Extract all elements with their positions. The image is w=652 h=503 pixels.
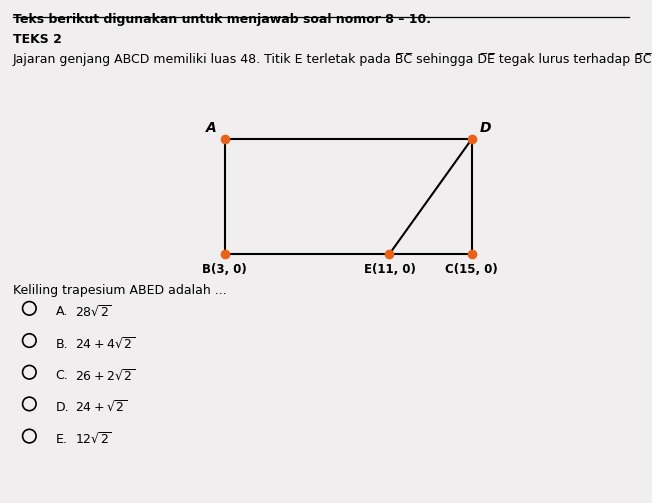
- Text: E.: E.: [55, 433, 67, 446]
- Text: $28\sqrt{2}$: $28\sqrt{2}$: [75, 304, 112, 319]
- Text: Jajaran genjang ABCD memiliki luas 48. Titik E terletak pada B̅C̅ sehingga D̅E̅ : Jajaran genjang ABCD memiliki luas 48. T…: [13, 53, 652, 66]
- Text: C.: C.: [55, 369, 68, 382]
- Text: A: A: [206, 121, 216, 135]
- Text: B(3, 0): B(3, 0): [202, 264, 247, 277]
- Text: $12\sqrt{2}$: $12\sqrt{2}$: [75, 432, 112, 447]
- Text: Keliling trapesium ABED adalah ...: Keliling trapesium ABED adalah ...: [13, 284, 227, 297]
- Text: TEKS 2: TEKS 2: [13, 33, 62, 46]
- Text: A.: A.: [55, 305, 68, 318]
- Text: C(15, 0): C(15, 0): [445, 264, 498, 277]
- Text: B.: B.: [55, 338, 68, 351]
- Text: Teks berikut digunakan untuk menjawab soal nomor 8 – 10.: Teks berikut digunakan untuk menjawab so…: [13, 13, 431, 26]
- Text: D.: D.: [55, 401, 69, 414]
- Text: E(11, 0): E(11, 0): [364, 264, 415, 277]
- Text: $26 + 2\sqrt{2}$: $26 + 2\sqrt{2}$: [75, 368, 135, 383]
- Text: $24 + \sqrt{2}$: $24 + \sqrt{2}$: [75, 400, 127, 415]
- Text: D: D: [480, 121, 492, 135]
- Text: $24 + 4\sqrt{2}$: $24 + 4\sqrt{2}$: [75, 337, 135, 352]
